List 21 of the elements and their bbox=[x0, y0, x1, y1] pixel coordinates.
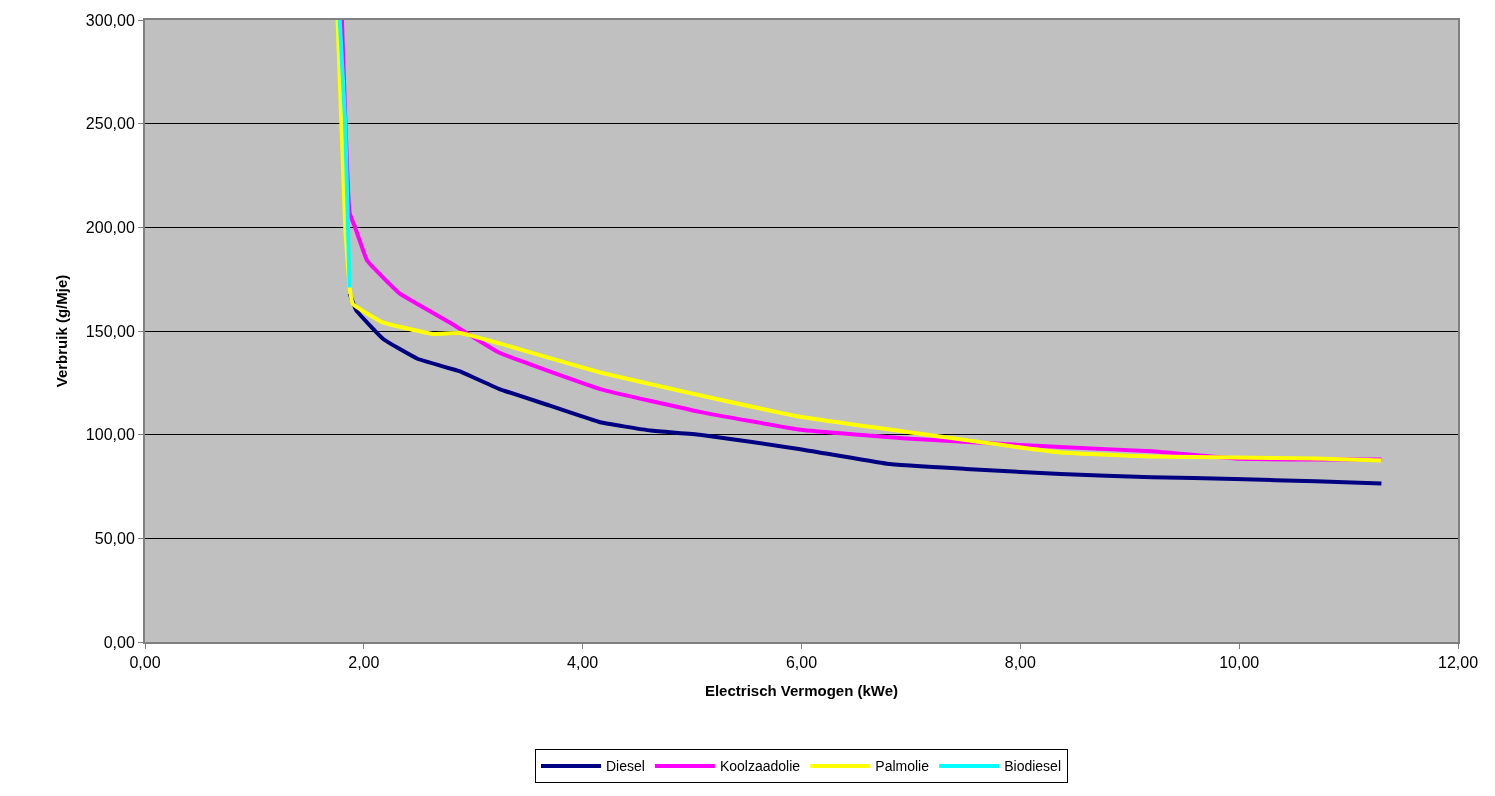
x-tick-label: 2,00 bbox=[348, 654, 380, 672]
x-tick-label: 8,00 bbox=[1004, 654, 1036, 672]
x-tick-label: 6,00 bbox=[785, 654, 818, 672]
legend-label: Biodiesel bbox=[1004, 758, 1062, 775]
x-tick-label: 12,00 bbox=[1437, 654, 1479, 672]
y-tick-label: 50,00 bbox=[94, 529, 135, 547]
legend-label: Koolzaadolie bbox=[719, 758, 801, 775]
y-tick-label: 0,00 bbox=[103, 633, 135, 651]
y-tick-label: 100,00 bbox=[85, 426, 135, 444]
y-axis-title: Verbruik (g/Mje) bbox=[52, 274, 70, 388]
legend-label: Diesel bbox=[606, 758, 645, 775]
y-tick-label: 200,00 bbox=[85, 218, 135, 236]
x-tick-label: 0,00 bbox=[129, 654, 161, 672]
line-series bbox=[347, 291, 1384, 486]
y-tick-label: 250,00 bbox=[85, 115, 135, 133]
y-tick-label: 300,00 bbox=[85, 11, 135, 29]
x-tick-label: 4,00 bbox=[567, 654, 599, 672]
y-tick-label: 150,00 bbox=[85, 322, 135, 340]
legend-label: Palmolie bbox=[875, 758, 930, 775]
x-axis-title: Electrisch Vermogen (kWe) bbox=[704, 681, 899, 699]
x-tick-label: 10,00 bbox=[1219, 654, 1260, 672]
